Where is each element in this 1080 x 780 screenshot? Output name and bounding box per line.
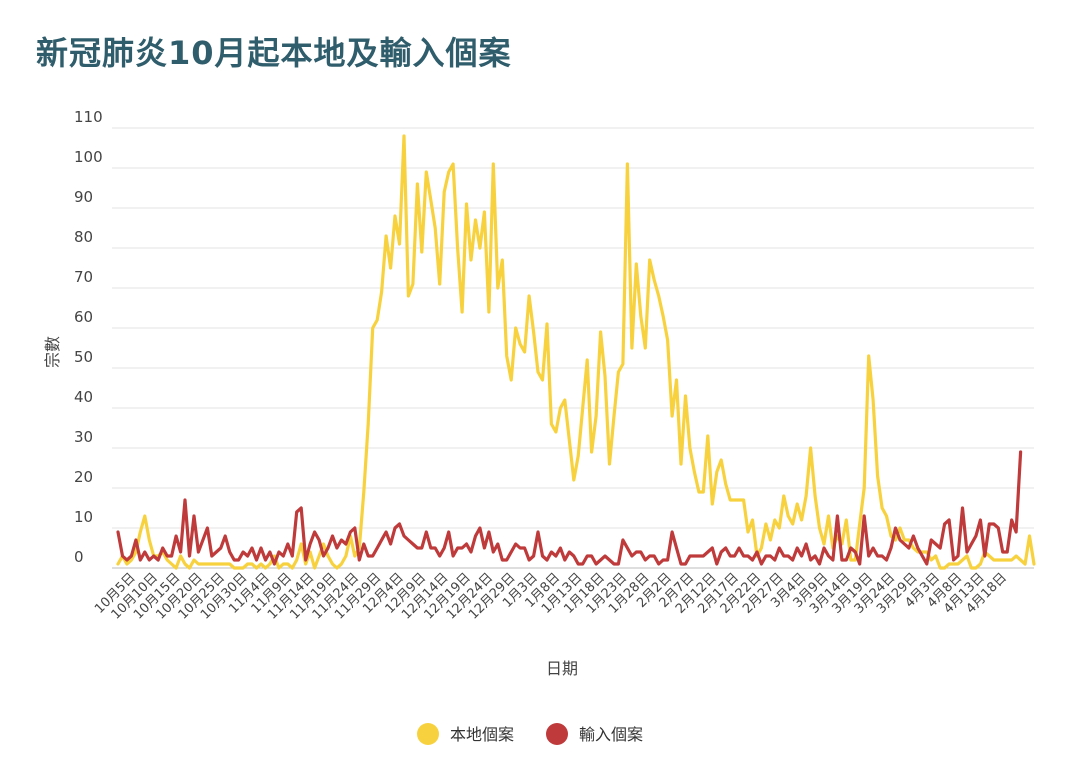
y-tick-label: 70 (74, 268, 93, 286)
y-tick-label: 100 (74, 148, 103, 166)
legend-swatch-local (417, 723, 439, 745)
y-tick-label: 30 (74, 428, 93, 446)
y-tick-label: 50 (74, 348, 93, 366)
y-tick-label: 90 (74, 188, 93, 206)
legend-label-imported: 輸入個案 (579, 725, 643, 744)
grid-lines (112, 127, 1034, 569)
x-axis-title: 日期 (546, 659, 578, 678)
y-axis-ticks: 0 10 20 30 40 50 60 70 80 90 100 110 (74, 108, 103, 566)
chart-title: 新冠肺炎10月起本地及輸入個案 (36, 34, 512, 72)
y-axis-title: 宗數 (43, 336, 62, 368)
legend-swatch-imported (546, 723, 568, 745)
y-tick-label: 110 (74, 108, 103, 126)
y-tick-label: 60 (74, 308, 93, 326)
legend-item-imported[interactable]: 輸入個案 (546, 723, 643, 745)
x-axis-ticks: 10月5日10月10日10月15日10月20日10月25日10月30日11月4日… (92, 570, 1010, 622)
y-tick-label: 10 (74, 508, 93, 526)
y-tick-label: 80 (74, 228, 93, 246)
y-tick-label: 0 (74, 548, 84, 566)
legend: 本地個案 輸入個案 (417, 723, 643, 745)
legend-item-local[interactable]: 本地個案 (417, 723, 514, 745)
legend-label-local: 本地個案 (450, 725, 514, 744)
series-line-local (116, 134, 1036, 570)
series-lines (116, 134, 1036, 570)
y-tick-label: 40 (74, 388, 93, 406)
y-tick-label: 20 (74, 468, 93, 486)
series-line-imported (116, 450, 1023, 566)
